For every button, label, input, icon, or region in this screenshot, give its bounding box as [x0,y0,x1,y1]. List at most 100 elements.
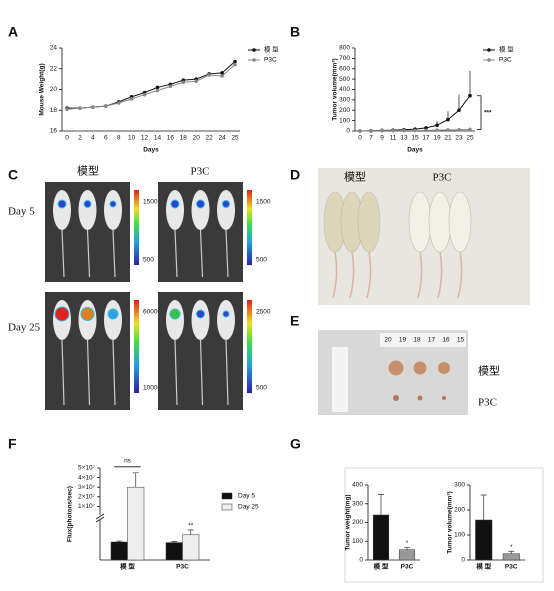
y-tick-label: 200 [339,107,350,114]
tail [61,229,65,278]
row-label: Day 25 [8,322,41,334]
x-tick-label: 19 [433,135,441,142]
axis-break [95,516,105,523]
marker [380,128,384,133]
tumor [413,361,427,375]
tail [366,251,372,299]
y-tick-label: 300 [352,500,363,507]
mouse [104,190,122,230]
tail [174,339,178,406]
annotation: *** [484,109,492,116]
y-tick-label: 0 [461,557,465,564]
signal [196,199,205,209]
panel-label: F [8,436,17,452]
panel-g-frame [344,467,544,583]
x-tick-label: 9 [380,135,384,142]
tail [437,251,443,299]
legend-label: Day 5 [238,493,255,500]
marker [358,129,362,133]
marker [446,128,450,132]
tail [225,339,229,406]
mouse [104,300,122,340]
axis-break [96,515,104,520]
colorbar-label: 10000 [143,385,161,392]
colorbar-label: 500 [143,257,154,264]
mouse [357,191,381,253]
signal [57,199,67,209]
group-label: P3C [478,397,497,409]
error-bar [378,494,384,515]
panel-label: A [8,24,18,40]
annotation: ns [124,458,132,465]
bracket [477,95,482,130]
x-tick-label: 18 [180,135,188,142]
bar [110,541,128,561]
row-label: Day 5 [8,206,35,218]
y-tick-label: 300 [454,482,465,489]
colorbar [134,300,139,393]
series-line [67,61,236,109]
marker [446,117,450,122]
marker [91,105,95,109]
x-tick-label: 8 [117,135,121,142]
x-tick-label: 15 [411,135,419,142]
annotation: * [406,540,409,547]
legend-label: Day 25 [238,504,259,511]
y-axis-label: Tumor volume(mm³) [447,491,454,553]
mouse [217,190,235,230]
x-tick-label: 25 [466,135,474,142]
panel-label: D [290,167,300,183]
signal [170,199,180,209]
y-axis-label: Flux(photons/sec) [67,486,74,542]
legend-symbol [221,492,233,500]
legend-label: P3C [499,57,512,64]
ruler-label: 19 [399,337,407,344]
error-bar [187,529,194,535]
x-tick-label: 13 [400,135,408,142]
tail [112,339,116,406]
x-tick-label: 17 [422,135,430,142]
y-tick-label: 600 [339,65,350,72]
legend-symbol [252,58,256,62]
x-tick-label: 0 [65,135,69,142]
x-tick-label: 11 [390,135,397,142]
x-tick-label: 6 [104,135,108,142]
ruler [332,347,348,412]
colorbar-label: 1500 [143,199,158,206]
tail [174,229,178,278]
legend-label: 模 型 [499,45,514,54]
tail [112,229,116,278]
y-tick-label: 500 [339,76,350,83]
x-tick-label: 14 [154,135,162,142]
y-tick-label: 400 [339,86,350,93]
colorbar-label: 500 [256,257,267,264]
legend-symbol [487,58,491,62]
mouse [166,190,184,230]
bar [127,486,145,561]
error-bar [171,541,178,543]
error-bar [508,550,515,554]
x-tick-label: 10 [128,135,136,142]
marker [155,85,160,90]
mouse [191,300,210,340]
x-tick-label: 21 [444,135,452,142]
signal [80,307,95,321]
legend-symbol [487,48,491,52]
group-label: 模型 [344,170,366,184]
x-tick-label: 7 [369,135,373,142]
x-tick-label: 模 型 [120,562,135,571]
ruler [380,333,466,347]
y-tick-label: 20 [50,86,58,93]
tail [199,229,204,278]
marker [457,127,461,132]
x-tick-label: P3C [401,564,414,571]
group-label: P3C [433,172,452,184]
y-axis-label: Tumor weight(mg) [345,494,352,550]
bar [502,553,520,561]
error-bar [480,494,487,520]
bar [475,519,493,561]
x-tick-label: 模 型 [476,562,491,571]
signal [83,200,92,208]
marker [220,71,224,75]
x-axis-label: Days [143,147,159,154]
